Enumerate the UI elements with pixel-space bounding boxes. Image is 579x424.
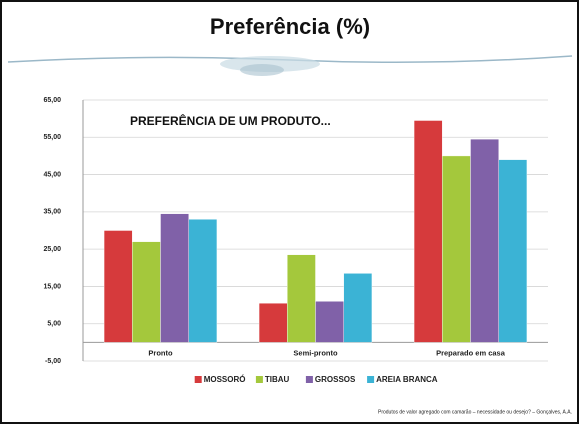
y-tick-label: 55,00 xyxy=(43,134,61,141)
bar xyxy=(413,120,443,343)
x-tick-label: Preparado em casa xyxy=(436,348,506,357)
legend-swatch xyxy=(194,376,202,383)
legend-label: AREIA BRANCA xyxy=(376,375,438,384)
bar xyxy=(188,219,218,343)
slide-title: Preferência (%) xyxy=(210,14,370,39)
bar xyxy=(160,213,189,343)
y-tick-label: 35,00 xyxy=(43,209,61,216)
splash xyxy=(240,64,284,76)
bar xyxy=(442,155,471,343)
y-tick-label: 5,00 xyxy=(47,321,61,328)
y-tick-label: -5,00 xyxy=(45,358,61,365)
x-tick-label: Semi-pronto xyxy=(293,348,338,357)
y-tick-label: 25,00 xyxy=(43,246,61,253)
x-tick-label: Pronto xyxy=(148,348,173,357)
legend-label: TIBAU xyxy=(265,375,290,384)
y-tick-label: 65,00 xyxy=(43,97,61,104)
chart-title: PREFERÊNCIA DE UM PRODUTO... xyxy=(130,113,331,128)
legend-label: GROSSOS xyxy=(315,375,356,384)
y-tick-label: 15,00 xyxy=(43,283,61,290)
legend-swatch xyxy=(255,376,263,383)
bar xyxy=(103,230,133,343)
legend-label: MOSSORÓ xyxy=(204,375,246,384)
footer: Produtos de valor agregado com camarão –… xyxy=(378,409,572,415)
bar xyxy=(498,159,528,343)
bar xyxy=(287,254,316,343)
y-tick-label: 45,00 xyxy=(43,171,61,178)
bar xyxy=(315,301,344,343)
legend-swatch xyxy=(367,376,375,383)
bar xyxy=(470,138,499,343)
bar xyxy=(132,241,161,343)
legend-swatch xyxy=(305,376,313,383)
bar xyxy=(258,303,288,343)
bar xyxy=(343,273,373,343)
